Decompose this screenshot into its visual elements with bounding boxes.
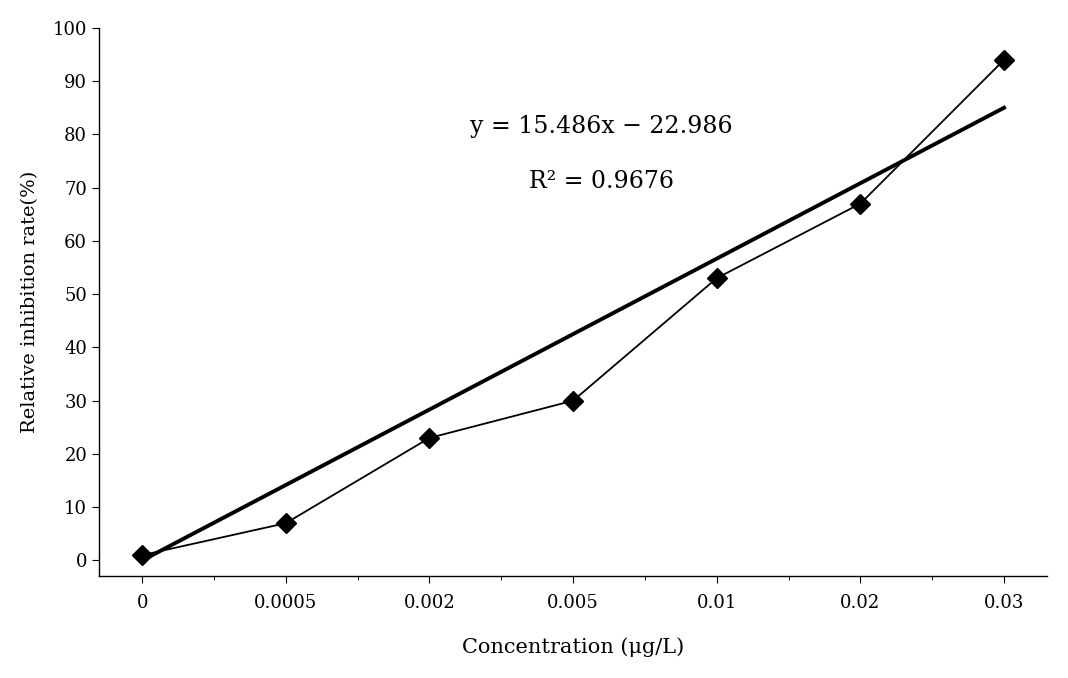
Y-axis label: Relative inhibition rate(%): Relative inhibition rate(%) <box>21 171 38 433</box>
Text: R² = 0.9676: R² = 0.9676 <box>529 170 674 193</box>
X-axis label: Concentration (μg/L): Concentration (μg/L) <box>462 637 685 657</box>
Text: y = 15.486x − 22.986: y = 15.486x − 22.986 <box>470 115 733 138</box>
